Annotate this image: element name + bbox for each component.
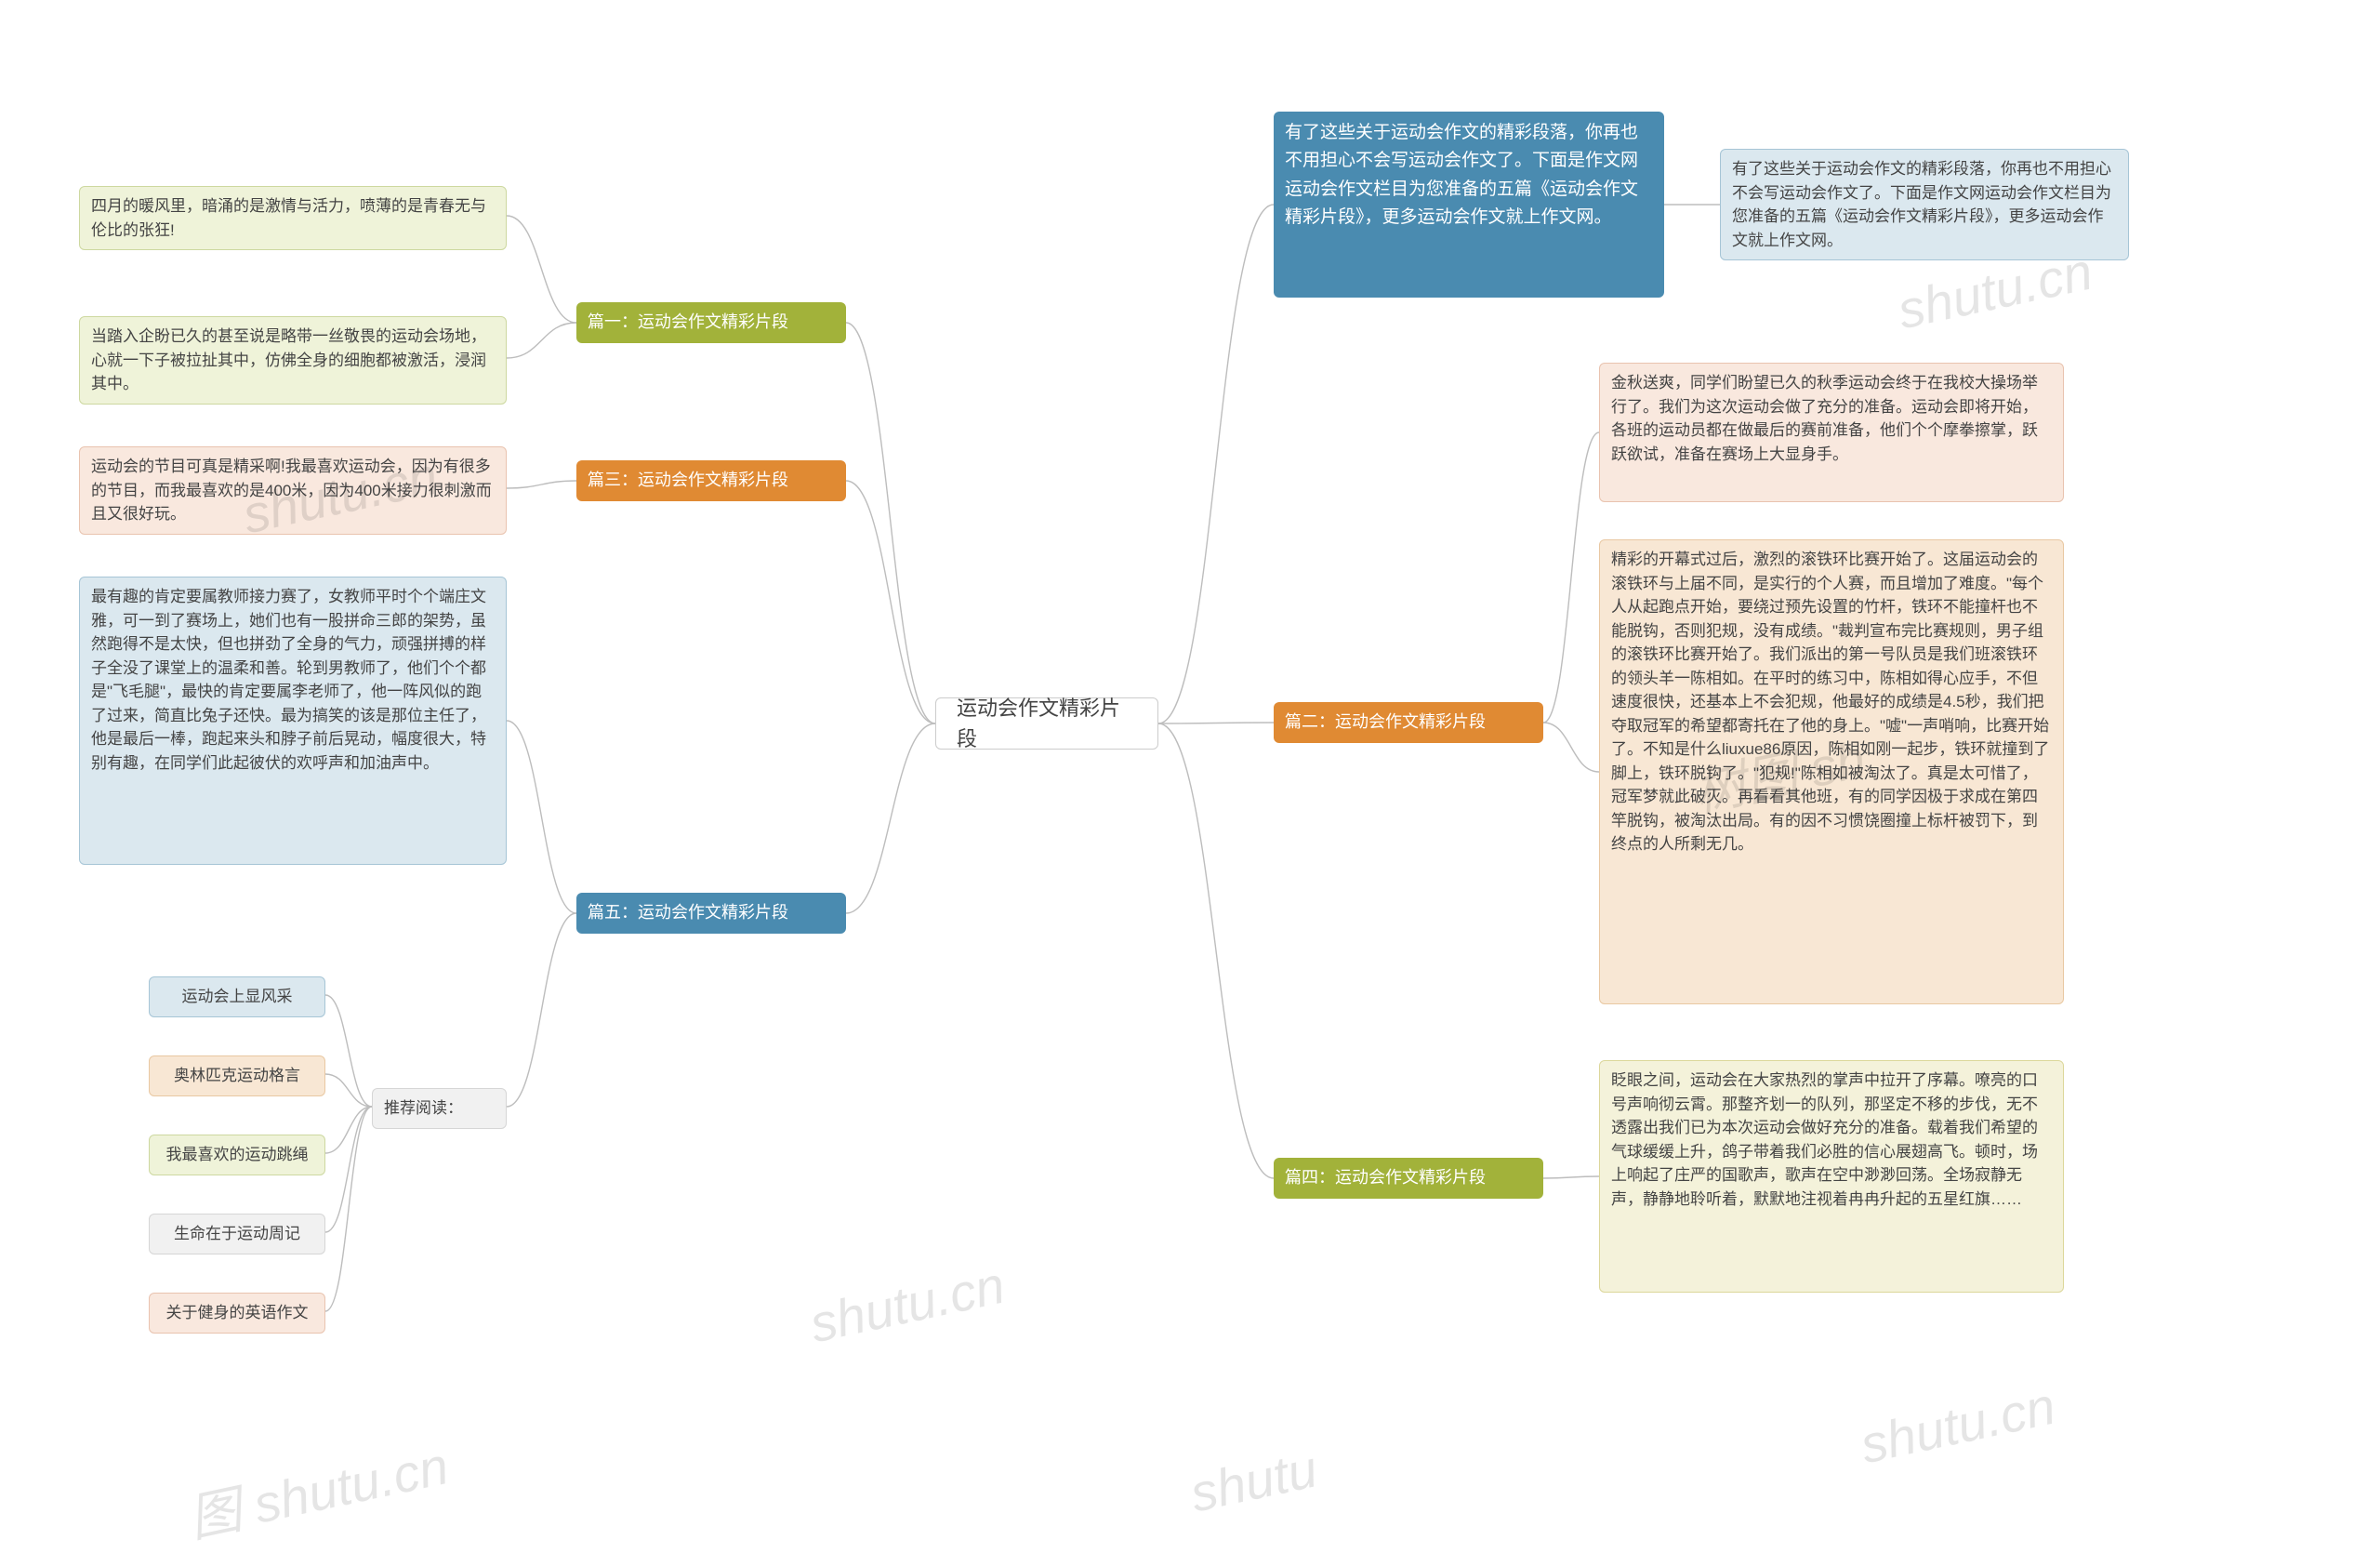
root-node: 运动会作文精彩片段	[935, 697, 1158, 750]
branch-intro: 有了这些关于运动会作文的精彩段落，你再也不用担心不会写运动会作文了。下面是作文网…	[1274, 112, 1664, 298]
watermark: shutu.cn	[1856, 1375, 2061, 1476]
watermark: shutu.cn	[805, 1254, 1011, 1355]
branch-b3: 篇三：运动会作文精彩片段	[576, 460, 846, 501]
leaf-b5c5: 关于健身的英语作文	[149, 1293, 325, 1334]
leaf-b2l2: 精彩的开幕式过后，激烈的滚铁环比赛开始了。这届运动会的滚铁环与上届不同，是实行的…	[1599, 539, 2064, 1004]
mindmap-canvas: 运动会作文精彩片段 篇一：运动会作文精彩片段 四月的暖风里，暗涌的是激情与活力，喷薄…	[0, 0, 2380, 1503]
branch-b1: 篇一：运动会作文精彩片段	[576, 302, 846, 343]
branch-b4: 篇四：运动会作文精彩片段	[1274, 1158, 1543, 1199]
leaf-b3l1: 运动会的节目可真是精采啊!我最喜欢运动会，因为有很多的节目，而我最喜欢的是400…	[79, 446, 507, 535]
leaf-b1l1: 四月的暖风里，暗涌的是激情与活力，喷薄的是青春无与伦比的张狂!	[79, 186, 507, 250]
leaf-b5c2: 奥林匹克运动格言	[149, 1055, 325, 1096]
watermark: shutu	[1185, 1438, 1323, 1523]
leaf-b2l1: 金秋送爽，同学们盼望已久的秋季运动会终于在我校大操场举行了。我们为这次运动会做了…	[1599, 363, 2064, 502]
watermark: 图 shutu.cn	[181, 1424, 455, 1552]
leaf-b1l2: 当踏入企盼已久的甚至说是略带一丝敬畏的运动会场地，心就一下子被拉扯其中，仿佛全身…	[79, 316, 507, 405]
leaf-b4l1: 眨眼之间，运动会在大家热烈的掌声中拉开了序幕。嘹亮的口号声响彻云霄。那整齐划一的…	[1599, 1060, 2064, 1293]
branch-b2: 篇二：运动会作文精彩片段	[1274, 702, 1543, 743]
branch-b5: 篇五：运动会作文精彩片段	[576, 893, 846, 934]
leaf-b5c1: 运动会上显风采	[149, 976, 325, 1017]
leaf-b5l1: 最有趣的肯定要属教师接力赛了，女教师平时个个端庄文雅，可一到了赛场上，她们也有一…	[79, 577, 507, 865]
leaf-b5l2: 推荐阅读：	[372, 1088, 507, 1129]
leaf-b5c4: 生命在于运动周记	[149, 1214, 325, 1254]
leaf-b5c3: 我最喜欢的运动跳绳	[149, 1135, 325, 1175]
leaf-introl1: 有了这些关于运动会作文的精彩段落，你再也不用担心不会写运动会作文了。下面是作文网…	[1720, 149, 2129, 260]
